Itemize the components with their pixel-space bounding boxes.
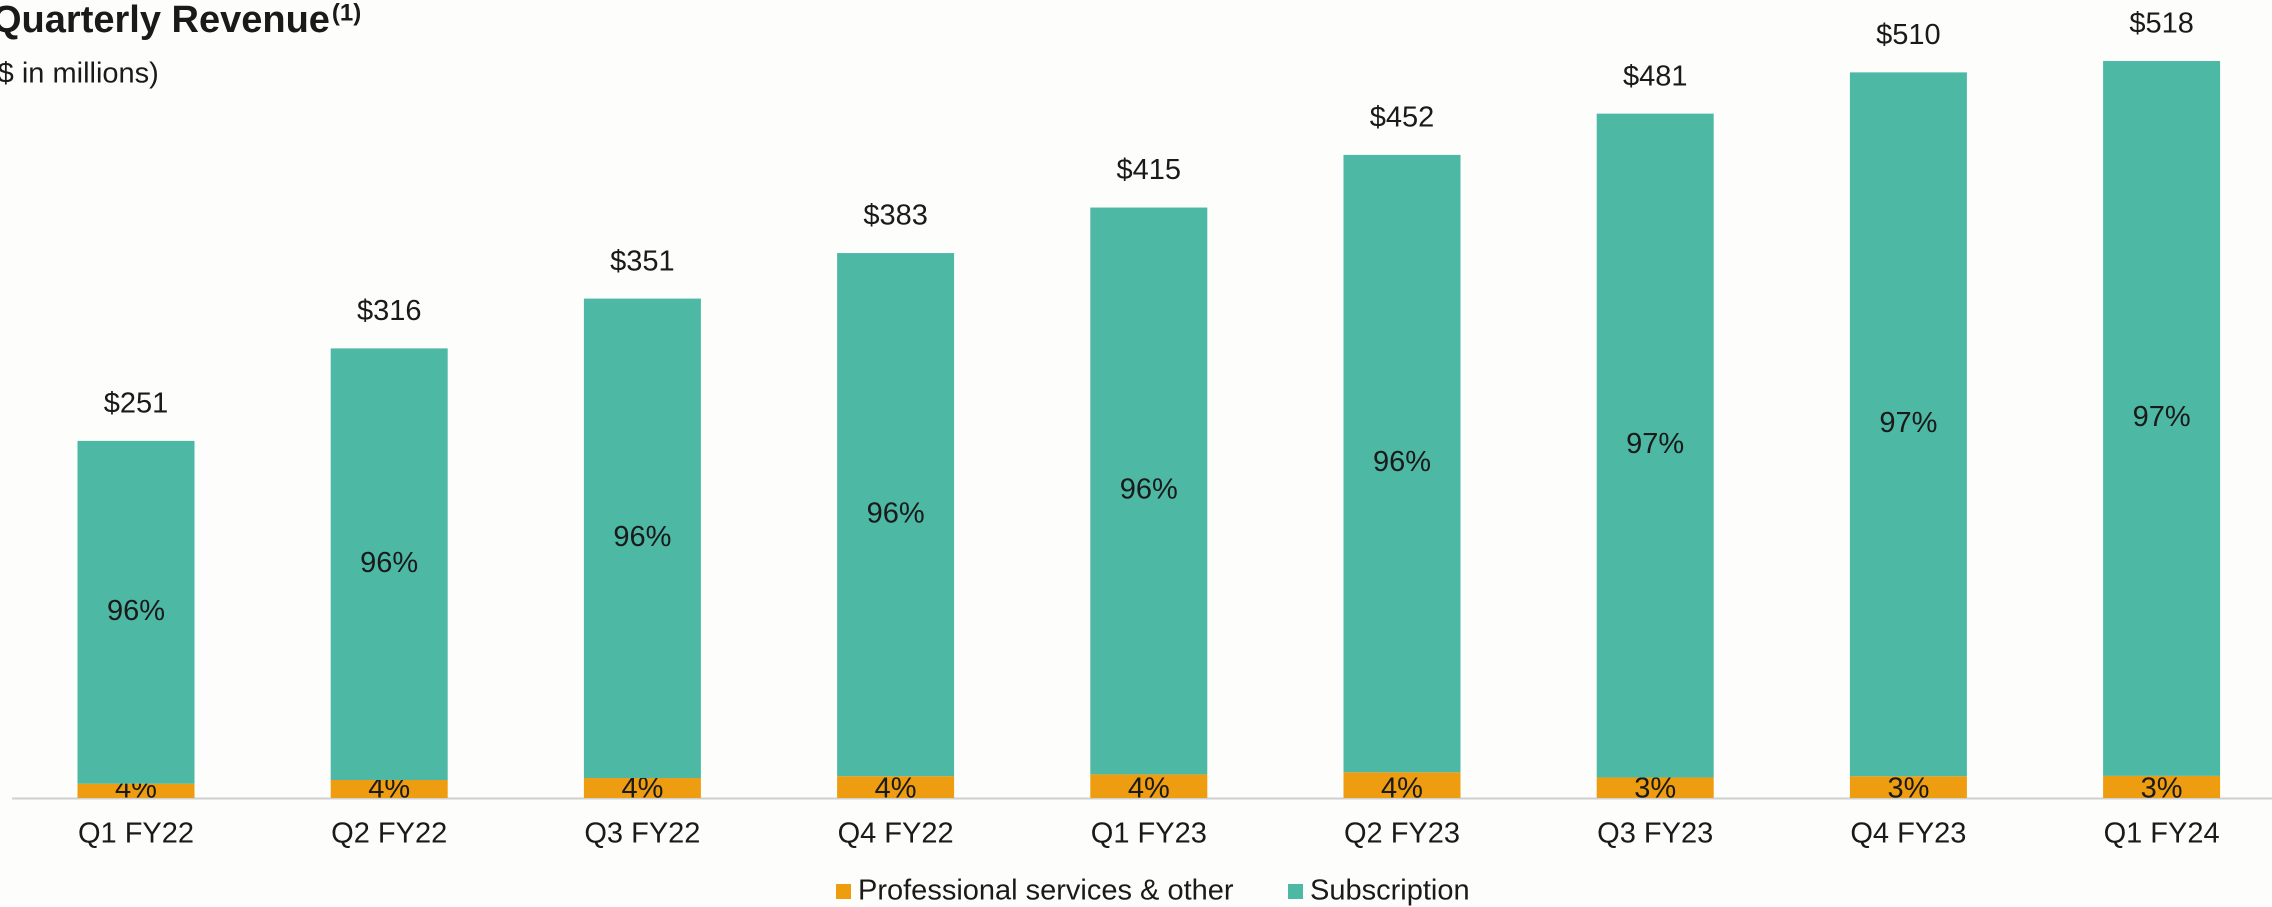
segment-label: 3% — [2141, 773, 2183, 805]
bar-segment — [837, 776, 955, 798]
x-tick-label: Q2 FY23 — [1344, 818, 1460, 850]
bar-segment — [330, 780, 448, 798]
legend-swatch — [1288, 884, 1303, 899]
x-tick-label: Q1 FY24 — [2104, 818, 2220, 850]
total-label: $452 — [1370, 102, 1435, 134]
segment-label: 97% — [1626, 428, 1684, 460]
x-tick-label: Q3 FY23 — [1597, 818, 1713, 850]
segment-label: 3% — [1887, 773, 1929, 805]
bar-segment — [77, 783, 195, 798]
legend-label: Professional services & other — [858, 875, 1234, 907]
bar-segment — [330, 348, 448, 781]
total-label: $251 — [104, 388, 169, 420]
bar-segment — [1849, 72, 1967, 777]
bar-segment — [77, 440, 195, 784]
segment-label: 4% — [1128, 773, 1170, 805]
x-tick-label: Q4 FY22 — [838, 818, 954, 850]
segment-label: 97% — [1879, 407, 1937, 439]
segment-label: 96% — [107, 595, 165, 627]
bar-segment — [1596, 777, 1714, 798]
segment-label: 4% — [875, 773, 917, 805]
segment-label: 97% — [2133, 401, 2191, 433]
total-label: $383 — [863, 200, 928, 232]
total-label: $481 — [1623, 60, 1688, 92]
x-tick-label: Q2 FY22 — [331, 818, 447, 850]
bar-segment — [2103, 775, 2221, 798]
bar-segment — [1090, 774, 1208, 798]
x-tick-label: Q4 FY23 — [1850, 818, 1966, 850]
segment-label: 4% — [1381, 773, 1423, 805]
bar-segment — [1090, 207, 1208, 775]
total-label: $316 — [357, 295, 422, 327]
bar-segment — [583, 778, 701, 798]
segment-label: 96% — [1120, 474, 1178, 506]
bar-segment — [583, 298, 701, 779]
bar-segment — [1343, 772, 1461, 798]
x-tick-label: Q1 FY23 — [1091, 818, 1207, 850]
legend-swatch — [836, 884, 851, 899]
total-label: $518 — [2129, 8, 2194, 40]
x-tick-label: Q3 FY22 — [584, 818, 700, 850]
bar-segment — [1849, 776, 1967, 798]
segment-label: 96% — [613, 521, 671, 553]
total-label: $351 — [610, 245, 675, 277]
bar-segment — [837, 253, 955, 777]
total-label: $415 — [1117, 154, 1182, 186]
title-footnote: (1) — [332, 0, 361, 26]
segment-label: 96% — [360, 547, 418, 579]
segment-label: 3% — [1634, 773, 1676, 805]
segment-label: 96% — [1373, 446, 1431, 478]
total-label: $510 — [1876, 19, 1941, 51]
chart-title: Quarterly Revenue — [0, 0, 330, 41]
bar-segment — [1343, 154, 1461, 773]
segment-label: 96% — [867, 497, 925, 529]
chart-subtitle: ($ in millions) — [0, 58, 159, 90]
x-tick-label: Q1 FY22 — [78, 818, 194, 850]
legend-label: Subscription — [1310, 875, 1470, 907]
bar-segment — [1596, 113, 1714, 778]
bar-segment — [2103, 60, 2221, 776]
